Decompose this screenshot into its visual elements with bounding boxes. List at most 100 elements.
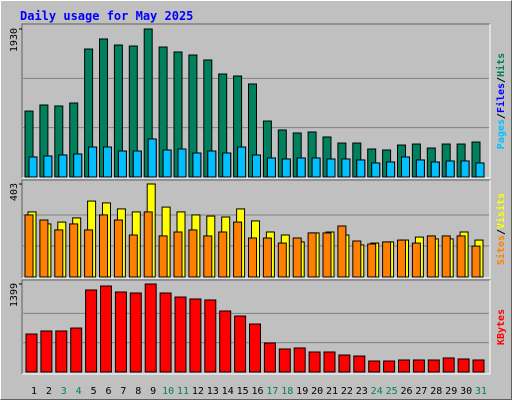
bar [114, 291, 127, 373]
x-tick-label: 6 [105, 386, 111, 397]
bar [397, 239, 406, 278]
x-tick-label: 20 [311, 386, 323, 397]
bar [158, 235, 168, 278]
bar [84, 229, 94, 278]
bar [222, 152, 232, 178]
bar [368, 360, 381, 373]
x-tick-label: 26 [400, 386, 412, 397]
bar [25, 333, 38, 373]
bar [292, 237, 302, 278]
x-tick-label: 28 [430, 386, 442, 397]
x-tick-label: 19 [296, 386, 308, 397]
bar [85, 289, 98, 373]
bar [311, 157, 321, 178]
bar [162, 149, 172, 178]
bar [58, 154, 68, 178]
bar [204, 299, 217, 373]
bar [266, 157, 276, 178]
y-tick-label: 1930 [9, 28, 20, 52]
bar [40, 330, 53, 373]
legend-entry: KBytes [496, 309, 507, 345]
x-tick-label: 5 [91, 386, 97, 397]
bar [113, 219, 123, 278]
bar [147, 138, 157, 178]
x-tick-label: 15 [237, 386, 249, 397]
legend: KBytes [496, 309, 507, 345]
legend-entry: Files [495, 83, 507, 113]
bar [441, 235, 451, 278]
x-tick-label: 9 [150, 386, 156, 397]
bar [412, 359, 425, 373]
bar [177, 148, 187, 178]
bar [341, 158, 351, 178]
bar [353, 355, 366, 373]
bar [281, 158, 291, 178]
bar [43, 155, 53, 178]
legend-entry: Hits [495, 53, 507, 77]
panel-bevel-dark [21, 23, 490, 178]
bar [188, 229, 198, 278]
legend-entry: Sites [495, 235, 507, 265]
y-tick-label: 1399 [9, 283, 20, 307]
x-tick-label: 21 [326, 386, 338, 397]
x-tick-label: 1 [31, 386, 37, 397]
bar [308, 351, 321, 373]
panel-bevel-light [22, 180, 491, 279]
bar [69, 223, 79, 278]
bar [430, 161, 440, 178]
bar [189, 298, 202, 373]
bar [472, 359, 485, 373]
legend-separator: / [496, 229, 507, 235]
bar [39, 219, 49, 278]
bar [55, 330, 68, 373]
bar [471, 245, 481, 278]
bar [398, 359, 410, 373]
bar [129, 292, 142, 373]
legend-separator: / [496, 113, 507, 119]
bar [337, 225, 347, 278]
bar [338, 354, 351, 373]
bar [132, 150, 142, 178]
x-tick-label: 29 [445, 386, 457, 397]
bar [233, 221, 243, 278]
bar [367, 243, 377, 278]
panel-bevel-light [22, 280, 491, 375]
bar [252, 154, 261, 178]
bar [411, 242, 421, 278]
bar [263, 342, 276, 373]
bar [262, 237, 272, 278]
x-tick-label: 16 [251, 386, 263, 397]
legend: Pages/Files/Hits [495, 53, 507, 149]
chart-title: Daily usage for May 2025 [20, 9, 193, 23]
x-tick-label: 30 [460, 386, 472, 397]
bar [386, 161, 396, 178]
bar [445, 160, 455, 178]
bar [218, 231, 228, 278]
x-tick-label: 7 [120, 386, 126, 397]
bar [307, 232, 317, 278]
legend: Sites/Visits [495, 193, 507, 265]
bar [383, 360, 396, 373]
bar [99, 214, 108, 278]
bar [144, 283, 157, 373]
bar [401, 156, 410, 178]
bar [475, 162, 485, 178]
bar [54, 229, 64, 278]
x-tick-label: 27 [415, 386, 427, 397]
bar [456, 235, 466, 278]
bar [173, 231, 183, 278]
x-tick-label: 2 [46, 386, 52, 397]
bar [293, 347, 306, 373]
x-tick-label: 12 [192, 386, 204, 397]
bar [234, 315, 247, 373]
bar [159, 292, 172, 373]
bar [371, 162, 381, 178]
bar [382, 241, 392, 278]
bar [73, 153, 83, 178]
x-tick-label: 31 [475, 386, 487, 397]
bar [28, 156, 38, 178]
bar [100, 285, 112, 373]
bar [296, 157, 306, 178]
bar [356, 159, 366, 178]
x-tick-label: 13 [207, 386, 219, 397]
